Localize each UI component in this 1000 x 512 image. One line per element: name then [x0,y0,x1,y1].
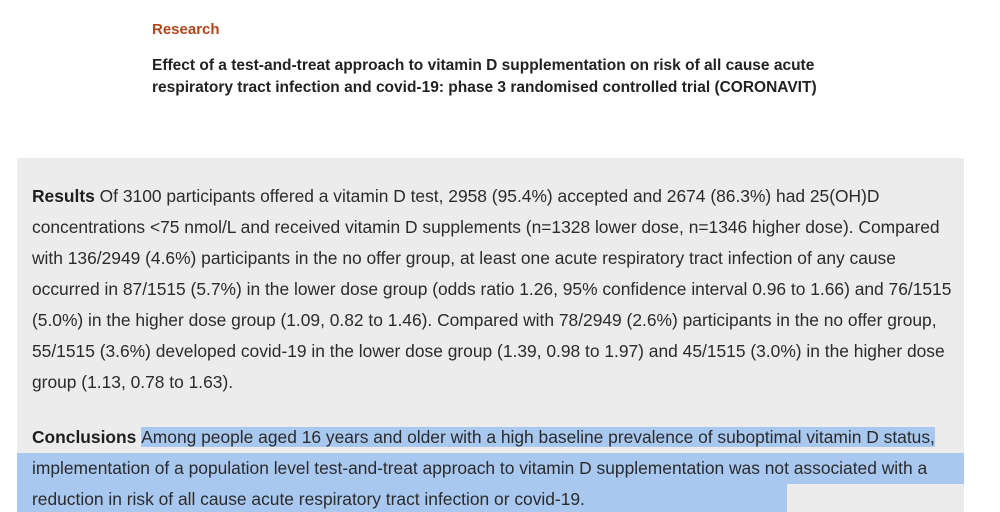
results-text: Of 3100 participants offered a vitamin D… [32,186,952,392]
conclusions-paragraph: Conclusions Among people aged 16 years a… [32,422,952,512]
results-heading: Results [32,186,100,206]
article-title: Effect of a test-and-treat approach to v… [152,57,817,96]
results-paragraph: Results Of 3100 participants offered a v… [32,181,952,398]
conclusions-heading: Conclusions [32,427,142,447]
conclusions-text[interactable]: Among people aged 16 years and older wit… [32,427,935,509]
section-label[interactable]: Research [152,21,220,38]
